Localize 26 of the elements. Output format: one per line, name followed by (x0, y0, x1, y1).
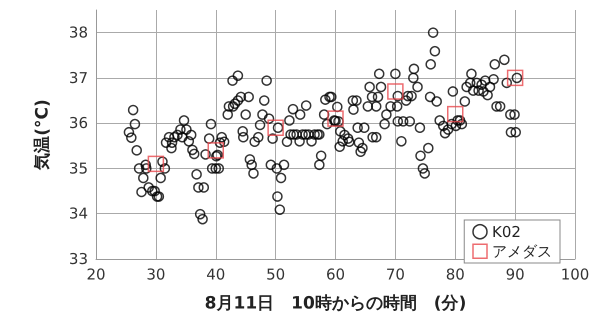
y-axis-title: 気温(°C) (32, 99, 52, 171)
point (208, 142, 224, 159)
point (387, 83, 404, 100)
point (506, 70, 524, 86)
point (327, 110, 344, 127)
x-tick-label: 20 (86, 266, 106, 284)
legend-label: K02 (492, 222, 521, 241)
y-tick-label: 34 (68, 204, 88, 223)
x-tick-label: 100 (560, 266, 590, 284)
point (148, 156, 164, 172)
y-tick-label: 33 (68, 250, 88, 268)
x-tick-label: 60 (326, 266, 346, 284)
point (267, 119, 284, 136)
legend-label: アメダス (492, 242, 552, 260)
x-axis-title: 8月11日 10時からの時間 (分) (204, 294, 466, 314)
x-tick-label: 40 (206, 266, 226, 284)
y-tick-label: 38 (68, 24, 88, 42)
x-tick-label: 30 (146, 266, 166, 284)
x-tick-label: 90 (506, 266, 525, 284)
x-tick-label: 50 (266, 266, 286, 284)
x-tick-label: 70 (386, 266, 405, 284)
y-tick-label: 36 (68, 114, 88, 132)
point (447, 106, 464, 122)
y-tick-label: 37 (68, 68, 88, 87)
x-tick-label: 80 (446, 266, 465, 284)
y-tick-label: 35 (68, 159, 88, 178)
